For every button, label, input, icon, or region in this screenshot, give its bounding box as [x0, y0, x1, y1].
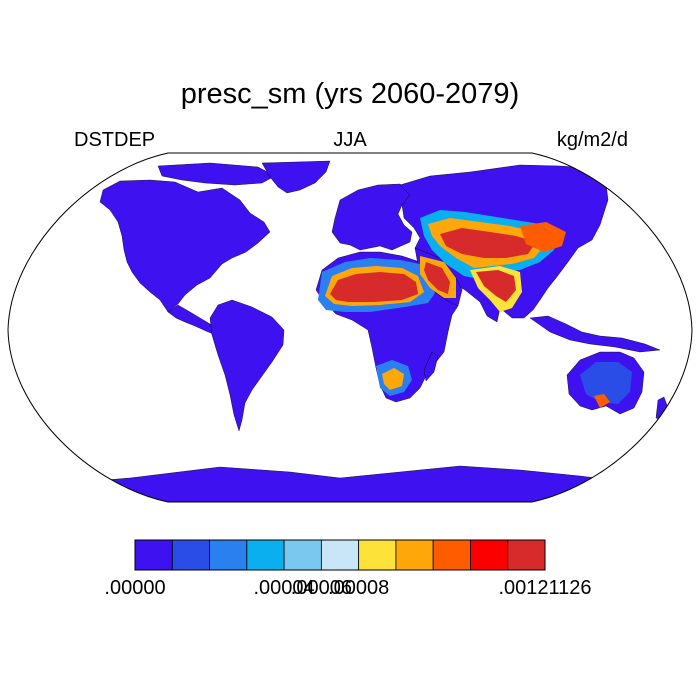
units-string: kg/m2/d: [556, 129, 628, 151]
colorbar-label: .00006: [290, 577, 352, 599]
region-kalahari: [376, 360, 412, 396]
land-indonesia: [529, 315, 661, 353]
colorbar-label: .00008: [328, 577, 390, 599]
colorbar-label: .00000: [104, 577, 166, 599]
colorbar-box-5: [320, 539, 360, 571]
colorbar-outline: [134, 539, 546, 571]
colorbar-box-6: [358, 539, 397, 571]
colorbar-box-10: [507, 539, 546, 571]
colorbar-box-7: [395, 539, 434, 571]
plot-title: presc_sm (yrs 2060-2079): [180, 78, 520, 110]
colorbar-box-1: [171, 539, 210, 571]
region-arabia: [420, 256, 456, 298]
region-sahara: [318, 258, 435, 312]
colorbar-box-9: [470, 539, 509, 571]
land-south-america: [209, 299, 285, 432]
colorbar-label: .00004: [253, 577, 315, 599]
land-antarctica: [8, 465, 692, 502]
land-europe: [331, 183, 413, 251]
left-string: DSTDEP: [74, 129, 156, 151]
region-india-thar: [470, 266, 522, 312]
land-north-america: [99, 179, 271, 313]
land-madagascar: [423, 351, 439, 382]
region-taklamakan-gobi: [520, 222, 566, 252]
land-greenland: [261, 160, 331, 194]
land-arctic-islands: [157, 162, 276, 186]
dust-deposition-regions: [318, 210, 632, 408]
colorbar-box-4: [283, 539, 322, 571]
colorbar-label: .00121126: [498, 577, 592, 599]
colorbar-box-0: [134, 539, 173, 571]
colorbar-box-2: [209, 539, 248, 571]
colorbar-box-8: [432, 539, 471, 571]
center-string: JJA: [333, 129, 367, 151]
colorbar-box-3: [246, 539, 285, 571]
region-australia-interior: [580, 362, 632, 408]
